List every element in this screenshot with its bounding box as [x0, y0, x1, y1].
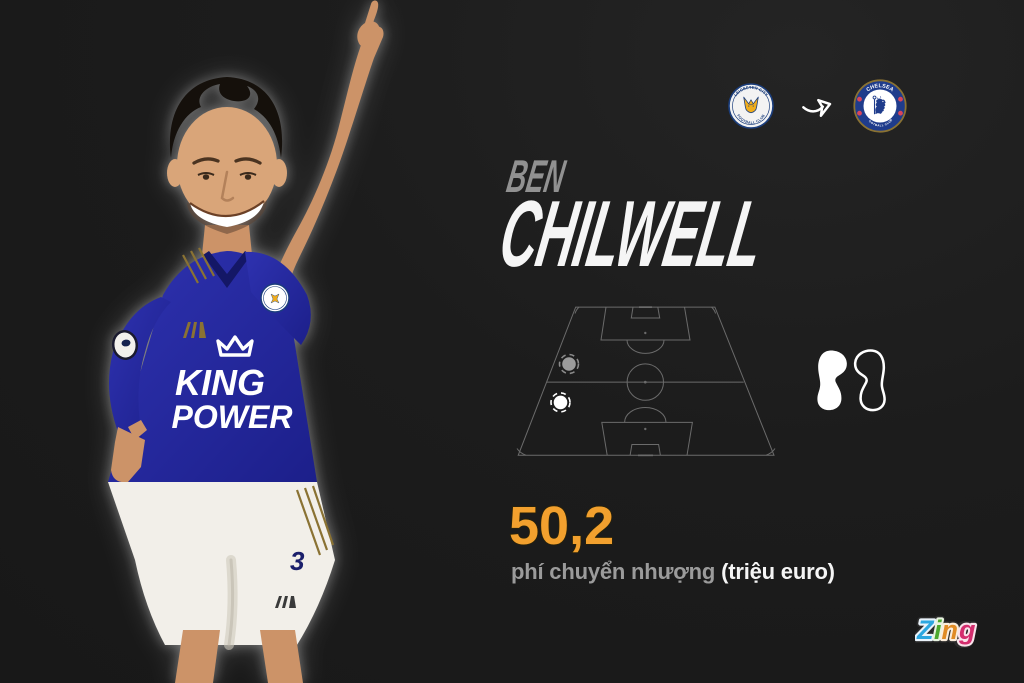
svg-text:POWER: POWER	[172, 399, 293, 435]
svg-text:KING: KING	[175, 362, 265, 403]
svg-text:n: n	[942, 615, 959, 645]
svg-text:g: g	[958, 615, 976, 645]
svg-text:3: 3	[290, 546, 305, 576]
svg-text:Z: Z	[916, 615, 935, 645]
